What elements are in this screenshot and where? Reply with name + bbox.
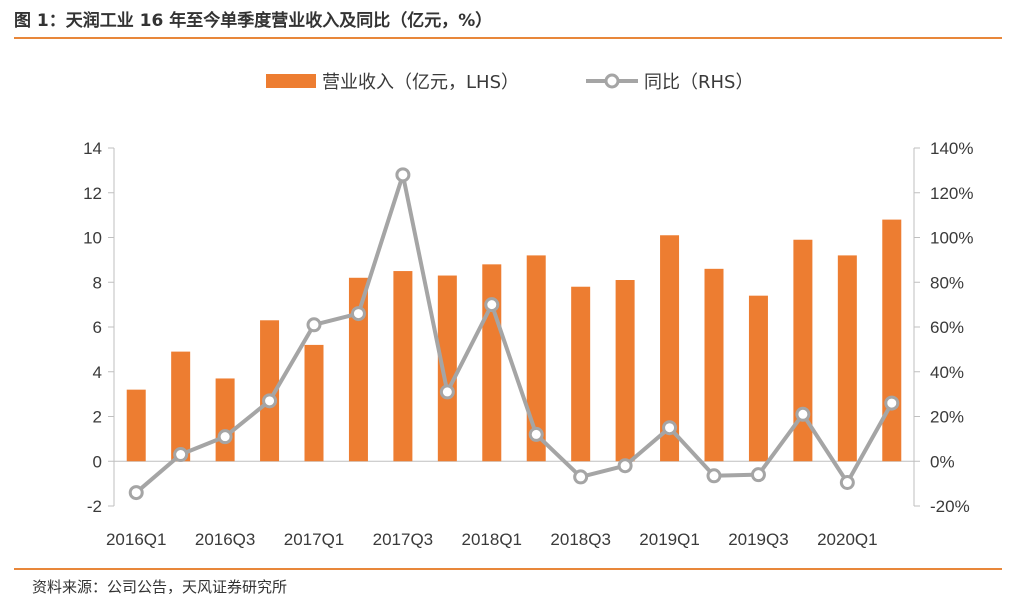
revenue-bar <box>526 255 546 462</box>
chart-axes: -2 0 2 4 6 8 10 12 14 -20% 0% 20% 40% 60% 80% 100% 120% 1… <box>83 139 973 549</box>
x-tick-label: 2020Q1 <box>817 530 878 549</box>
figure-title: 图 1：天润工业 16 年至今单季度营业收入及同比（亿元，%） <box>14 11 493 31</box>
revenue-bar <box>393 271 413 462</box>
yoy-point <box>128 485 144 501</box>
chart-legend: 营业收入（亿元，LHS） 同比（RHS） <box>266 72 753 93</box>
source-note: 资料来源：公司公告，天风证券研究所 <box>32 578 288 596</box>
yoy-point <box>662 420 678 436</box>
y-left-tick-label: 0 <box>93 452 102 471</box>
y-right-tick-label: 20% <box>930 408 964 427</box>
y-right-tick-label: 60% <box>930 318 964 337</box>
revenue-bar <box>882 219 902 462</box>
x-tick-label: 2017Q1 <box>284 530 345 549</box>
y-right-tick-label: 0% <box>930 452 955 471</box>
yoy-point <box>350 306 366 322</box>
y-left-tick-label: 4 <box>93 363 102 382</box>
source-divider <box>14 568 1002 570</box>
yoy-point <box>173 447 189 463</box>
y-left-tick-label: 8 <box>93 273 102 292</box>
yoy-point <box>706 468 722 484</box>
y-right-tick-label: 40% <box>930 363 964 382</box>
yoy-point <box>528 426 544 442</box>
yoy-point <box>617 458 633 474</box>
revenue-bar <box>660 235 680 462</box>
yoy-line <box>134 172 894 495</box>
y-left-tick-label: 10 <box>83 229 102 248</box>
yoy-point <box>217 429 233 445</box>
x-tick-label: 2016Q1 <box>106 530 167 549</box>
legend-swatch-revenue <box>266 74 316 88</box>
yoy-point <box>795 406 811 422</box>
y-left-tick-label: 14 <box>83 139 102 158</box>
y-right-tick-label: 120% <box>930 184 973 203</box>
y-right-tick-label: 80% <box>930 273 964 292</box>
y-right-tick-label: 140% <box>930 139 973 158</box>
y-left-tick-label: 12 <box>83 184 102 203</box>
revenue-bar <box>171 351 191 462</box>
x-tick-label: 2017Q3 <box>373 530 434 549</box>
line-series <box>128 167 900 501</box>
revenue-bar <box>837 255 857 462</box>
y-right-tick-label: 100% <box>930 229 973 248</box>
yoy-point <box>439 384 455 400</box>
legend-label-yoy: 同比（RHS） <box>644 72 753 93</box>
x-tick-label: 2016Q3 <box>195 530 256 549</box>
revenue-bar <box>215 378 235 462</box>
revenue-bar <box>304 344 324 462</box>
yoy-point <box>750 467 766 483</box>
revenue-bar <box>348 277 368 462</box>
y-left-tick-label: -2 <box>87 497 102 516</box>
yoy-point <box>395 167 411 183</box>
x-tick-label: 2019Q3 <box>728 530 789 549</box>
bar-series <box>126 219 902 462</box>
legend-marker-yoy <box>604 73 620 89</box>
yoy-point <box>306 317 322 333</box>
x-tick-label: 2019Q1 <box>639 530 700 549</box>
x-tick-label: 2018Q3 <box>550 530 611 549</box>
title-divider <box>14 37 1002 39</box>
revenue-bar <box>482 264 502 462</box>
revenue-bar <box>126 389 146 462</box>
revenue-bar <box>260 320 280 462</box>
revenue-bar <box>571 286 591 462</box>
yoy-point <box>839 475 855 491</box>
yoy-point <box>262 393 278 409</box>
yoy-point <box>573 469 589 485</box>
revenue-bar <box>615 280 635 462</box>
y-right-tick-label: -20% <box>930 497 970 516</box>
revenue-bar <box>437 275 457 462</box>
x-tick-label: 2018Q1 <box>462 530 523 549</box>
yoy-point <box>884 395 900 411</box>
yoy-point <box>484 297 500 313</box>
revenue-bar <box>793 239 813 462</box>
revenue-bar <box>704 268 724 462</box>
y-left-tick-label: 6 <box>93 318 102 337</box>
legend-label-revenue: 营业收入（亿元，LHS） <box>322 72 519 93</box>
revenue-bar <box>748 295 768 462</box>
y-left-tick-label: 2 <box>93 408 102 427</box>
